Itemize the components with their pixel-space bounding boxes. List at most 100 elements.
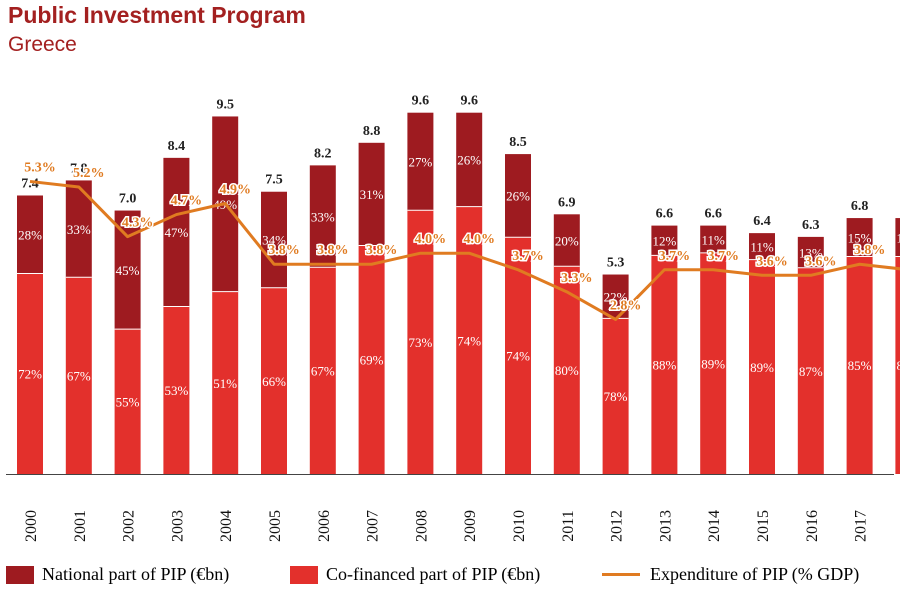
x-tick-2015: 2015 xyxy=(755,510,772,542)
total-label-2016: 6.3 xyxy=(802,218,820,233)
cofinanced-share-label-2011: 80% xyxy=(555,363,579,378)
bar-national-2006 xyxy=(309,165,336,268)
expenditure-label-2010: 3.7% xyxy=(512,249,544,264)
bar-national-2018 xyxy=(895,218,900,257)
cofinanced-share-label-2005: 66% xyxy=(262,374,286,389)
total-label-2004: 9.5 xyxy=(216,97,234,112)
x-tick-2000: 2000 xyxy=(23,510,40,542)
expenditure-label-2014: 3.7% xyxy=(707,249,739,264)
cofinanced-share-label-2006: 67% xyxy=(311,364,335,379)
expenditure-label-2006: 3.8% xyxy=(317,243,349,258)
bar-national-2003 xyxy=(163,157,190,307)
total-label-2006: 8.2 xyxy=(314,146,332,161)
legend-national-label: National part of PIP (€bn) xyxy=(42,564,230,584)
legend: National part of PIP (€bn) Co-financed p… xyxy=(0,560,900,590)
x-tick-2011: 2011 xyxy=(560,510,577,541)
expenditure-label-2007: 3.8% xyxy=(366,243,398,258)
bar-national-2017 xyxy=(846,218,873,257)
national-share-label-2002: 45% xyxy=(116,263,140,278)
cofinanced-share-label-2018: 85% xyxy=(896,358,900,373)
chart-svg: 7.4 28% 72% 2000 7.8 33% 67% 2001 7.0 45% 55% 2002 8… xyxy=(6,94,900,542)
bar-cofinanced-2005 xyxy=(261,287,287,474)
legend-national-swatch xyxy=(6,565,34,584)
cofinanced-share-label-2003: 53% xyxy=(164,383,188,398)
national-share-label-2016: 13% xyxy=(799,245,823,260)
legend-expenditure-label: Expenditure of PIP (% GDP) xyxy=(650,564,860,584)
total-label-2015: 6.4 xyxy=(753,214,771,229)
bar-national-2009 xyxy=(456,112,483,207)
expenditure-label-2003: 4.7% xyxy=(171,194,203,209)
cofinanced-share-label-2014: 89% xyxy=(701,356,725,371)
cofinanced-share-label-2004: 51% xyxy=(213,376,237,391)
expenditure-label-2001: 5.2% xyxy=(73,166,105,181)
x-tick-2005: 2005 xyxy=(267,510,284,542)
bar-national-2000 xyxy=(17,195,43,274)
bar-cofinanced-2011 xyxy=(553,266,580,474)
x-tick-2017: 2017 xyxy=(853,510,870,542)
total-label-2007: 8.8 xyxy=(363,124,381,139)
x-tick-2004: 2004 xyxy=(218,510,235,542)
bar-cofinanced-2007 xyxy=(358,245,385,474)
legend-cofinanced-swatch xyxy=(290,565,318,584)
total-label-2017: 6.8 xyxy=(851,199,869,214)
expenditure-label-2008: 4.0% xyxy=(415,232,447,247)
chart-title: Public Investment Program xyxy=(8,2,306,28)
cofinanced-share-label-2008: 73% xyxy=(408,335,432,350)
chart-subtitle: Greece xyxy=(8,33,77,56)
expenditure-label-2004: 4.9% xyxy=(219,183,251,198)
total-label-2002: 7.0 xyxy=(119,192,137,207)
bar-cofinanced-2018 xyxy=(895,256,900,474)
bar-cofinanced-2003 xyxy=(163,306,190,474)
bar-cofinanced-2012 xyxy=(602,318,629,474)
national-share-label-2018: 15% xyxy=(896,230,900,245)
bar-cofinanced-2002 xyxy=(114,329,141,474)
national-share-label-2017: 15% xyxy=(848,230,872,245)
bar-cofinanced-2010 xyxy=(505,237,531,474)
bar-national-2010 xyxy=(505,154,531,238)
x-tick-2001: 2001 xyxy=(72,510,89,542)
cofinanced-share-label-2017: 85% xyxy=(848,358,872,373)
bar-cofinanced-2013 xyxy=(651,255,678,474)
x-tick-2010: 2010 xyxy=(511,510,528,542)
total-label-2008: 9.6 xyxy=(412,94,430,109)
national-share-label-2007: 31% xyxy=(360,187,384,202)
legend-expenditure-swatch xyxy=(602,573,640,576)
cofinanced-share-label-2007: 69% xyxy=(360,353,384,368)
x-tick-2002: 2002 xyxy=(121,510,138,542)
national-share-label-2009: 26% xyxy=(457,153,481,168)
national-share-label-2005: 34% xyxy=(262,233,286,248)
x-tick-2008: 2008 xyxy=(413,510,430,542)
national-share-label-2000: 28% xyxy=(18,227,42,242)
expenditure-label-2013: 3.7% xyxy=(659,249,691,264)
bar-national-2007 xyxy=(358,142,385,246)
x-tick-2009: 2009 xyxy=(462,510,479,542)
expenditure-label-2009: 4.0% xyxy=(463,232,495,247)
bar-national-2002 xyxy=(114,210,141,330)
bar-cofinanced-2006 xyxy=(309,267,336,474)
total-label-2014: 6.6 xyxy=(704,207,722,222)
national-share-label-2003: 47% xyxy=(164,225,188,240)
legend-expenditure: Expenditure of PIP (% GDP) xyxy=(602,564,859,585)
total-label-2000: 7.4 xyxy=(21,176,39,191)
bar-cofinanced-2004 xyxy=(212,291,239,474)
expenditure-label-2000: 5.3% xyxy=(24,160,56,175)
cofinanced-share-label-2015: 89% xyxy=(750,360,774,375)
total-label-2003: 8.4 xyxy=(168,139,186,154)
x-tick-2016: 2016 xyxy=(804,510,821,542)
bar-cofinanced-2000 xyxy=(17,273,43,474)
expenditure-label-2017: 3.8% xyxy=(854,243,886,258)
x-tick-2012: 2012 xyxy=(609,510,626,542)
x-tick-2006: 2006 xyxy=(316,510,333,542)
national-share-label-2006: 33% xyxy=(311,209,335,224)
bar-cofinanced-2017 xyxy=(846,256,873,474)
bar-national-2008 xyxy=(407,112,434,211)
bar-national-2016 xyxy=(797,236,824,268)
national-share-label-2013: 12% xyxy=(652,234,676,249)
national-share-label-2014: 11% xyxy=(702,232,726,247)
cofinanced-share-label-2012: 78% xyxy=(604,389,628,404)
x-tick-2013: 2013 xyxy=(657,510,674,542)
total-label-2013: 6.6 xyxy=(656,207,674,222)
bar-cofinanced-2015 xyxy=(749,259,775,474)
legend-cofinanced: Co-financed part of PIP (€bn) xyxy=(290,564,540,585)
bar-national-2011 xyxy=(553,214,580,267)
